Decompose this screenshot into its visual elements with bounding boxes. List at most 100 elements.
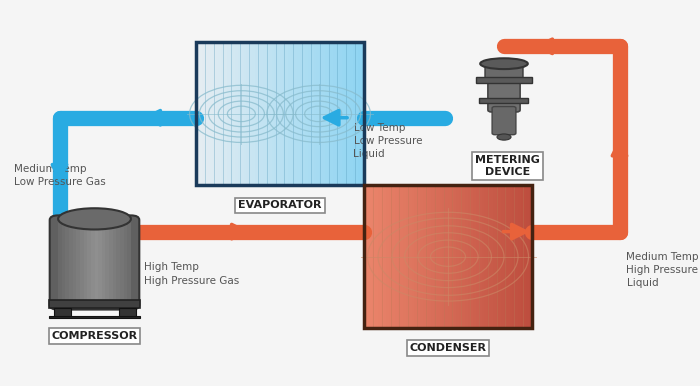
FancyBboxPatch shape <box>50 215 139 310</box>
Bar <box>482 185 486 328</box>
Bar <box>244 42 248 185</box>
Bar <box>246 42 251 185</box>
Bar <box>412 185 416 328</box>
Bar <box>526 185 531 328</box>
Bar <box>325 42 329 185</box>
Bar <box>109 220 113 305</box>
Bar <box>280 42 284 185</box>
Bar <box>238 42 242 185</box>
Bar <box>510 185 514 328</box>
Bar <box>94 220 98 305</box>
Bar <box>367 185 371 328</box>
Bar <box>423 185 427 328</box>
Bar <box>434 185 438 328</box>
Bar <box>102 220 106 305</box>
Bar <box>448 185 452 328</box>
Bar <box>266 42 270 185</box>
Bar <box>127 220 131 305</box>
Bar <box>124 220 127 305</box>
Ellipse shape <box>497 134 511 140</box>
Bar <box>258 42 262 185</box>
Bar <box>249 42 253 185</box>
Bar <box>269 42 273 185</box>
Bar <box>218 42 223 185</box>
Bar <box>232 42 237 185</box>
Bar <box>322 42 326 185</box>
Bar <box>470 185 475 328</box>
Bar <box>454 185 458 328</box>
Bar <box>106 220 109 305</box>
FancyBboxPatch shape <box>485 60 523 81</box>
Bar <box>409 185 413 328</box>
Bar <box>459 185 463 328</box>
Bar <box>235 42 239 185</box>
Bar <box>414 185 419 328</box>
Bar <box>420 185 424 328</box>
Bar <box>83 220 88 305</box>
Bar <box>445 185 449 328</box>
Text: EVAPORATOR: EVAPORATOR <box>238 200 322 210</box>
Bar <box>465 185 469 328</box>
Bar <box>364 185 368 328</box>
Bar <box>283 42 287 185</box>
Bar <box>241 42 245 185</box>
Bar <box>504 185 508 328</box>
Bar <box>389 185 393 328</box>
Bar <box>260 42 265 185</box>
Bar <box>69 220 73 305</box>
Text: Low Temp
Low Pressure
Liquid: Low Temp Low Pressure Liquid <box>354 123 422 159</box>
Bar <box>451 185 455 328</box>
Bar <box>498 185 503 328</box>
Bar <box>88 220 91 305</box>
Bar <box>255 42 259 185</box>
Bar <box>437 185 441 328</box>
Bar <box>347 42 351 185</box>
Bar <box>311 42 315 185</box>
Bar <box>490 185 494 328</box>
Bar <box>297 42 301 185</box>
Bar <box>202 42 206 185</box>
Bar <box>230 42 234 185</box>
Bar <box>224 42 228 185</box>
Bar <box>479 185 483 328</box>
Text: High Temp
High Pressure Gas: High Temp High Pressure Gas <box>144 262 239 286</box>
Bar <box>207 42 211 185</box>
Bar <box>386 185 391 328</box>
Bar <box>227 42 231 185</box>
Bar <box>417 185 421 328</box>
Bar <box>274 42 279 185</box>
Bar <box>344 42 349 185</box>
FancyBboxPatch shape <box>492 107 516 135</box>
Bar <box>476 185 480 328</box>
Text: CONDENSER: CONDENSER <box>410 343 486 353</box>
Bar <box>426 185 430 328</box>
Bar <box>213 42 217 185</box>
Bar <box>199 42 203 185</box>
Bar <box>216 42 220 185</box>
Bar <box>116 220 120 305</box>
Bar <box>330 42 335 185</box>
Bar <box>356 42 360 185</box>
Bar <box>252 42 256 185</box>
Bar <box>210 42 214 185</box>
Bar <box>512 185 517 328</box>
Bar <box>529 185 533 328</box>
Bar <box>480 98 528 103</box>
Bar <box>58 220 62 305</box>
Bar <box>76 220 80 305</box>
Text: METERING
DEVICE: METERING DEVICE <box>475 155 540 177</box>
Bar <box>65 220 69 305</box>
Bar <box>484 185 489 328</box>
Bar <box>400 185 405 328</box>
Bar <box>361 42 365 185</box>
Bar <box>91 220 94 305</box>
Bar <box>294 42 298 185</box>
Bar <box>350 42 354 185</box>
Bar <box>364 185 532 328</box>
Bar <box>54 308 71 317</box>
Bar <box>462 185 466 328</box>
Bar <box>302 42 307 185</box>
Bar <box>333 42 337 185</box>
Bar <box>342 42 346 185</box>
Bar <box>403 185 407 328</box>
